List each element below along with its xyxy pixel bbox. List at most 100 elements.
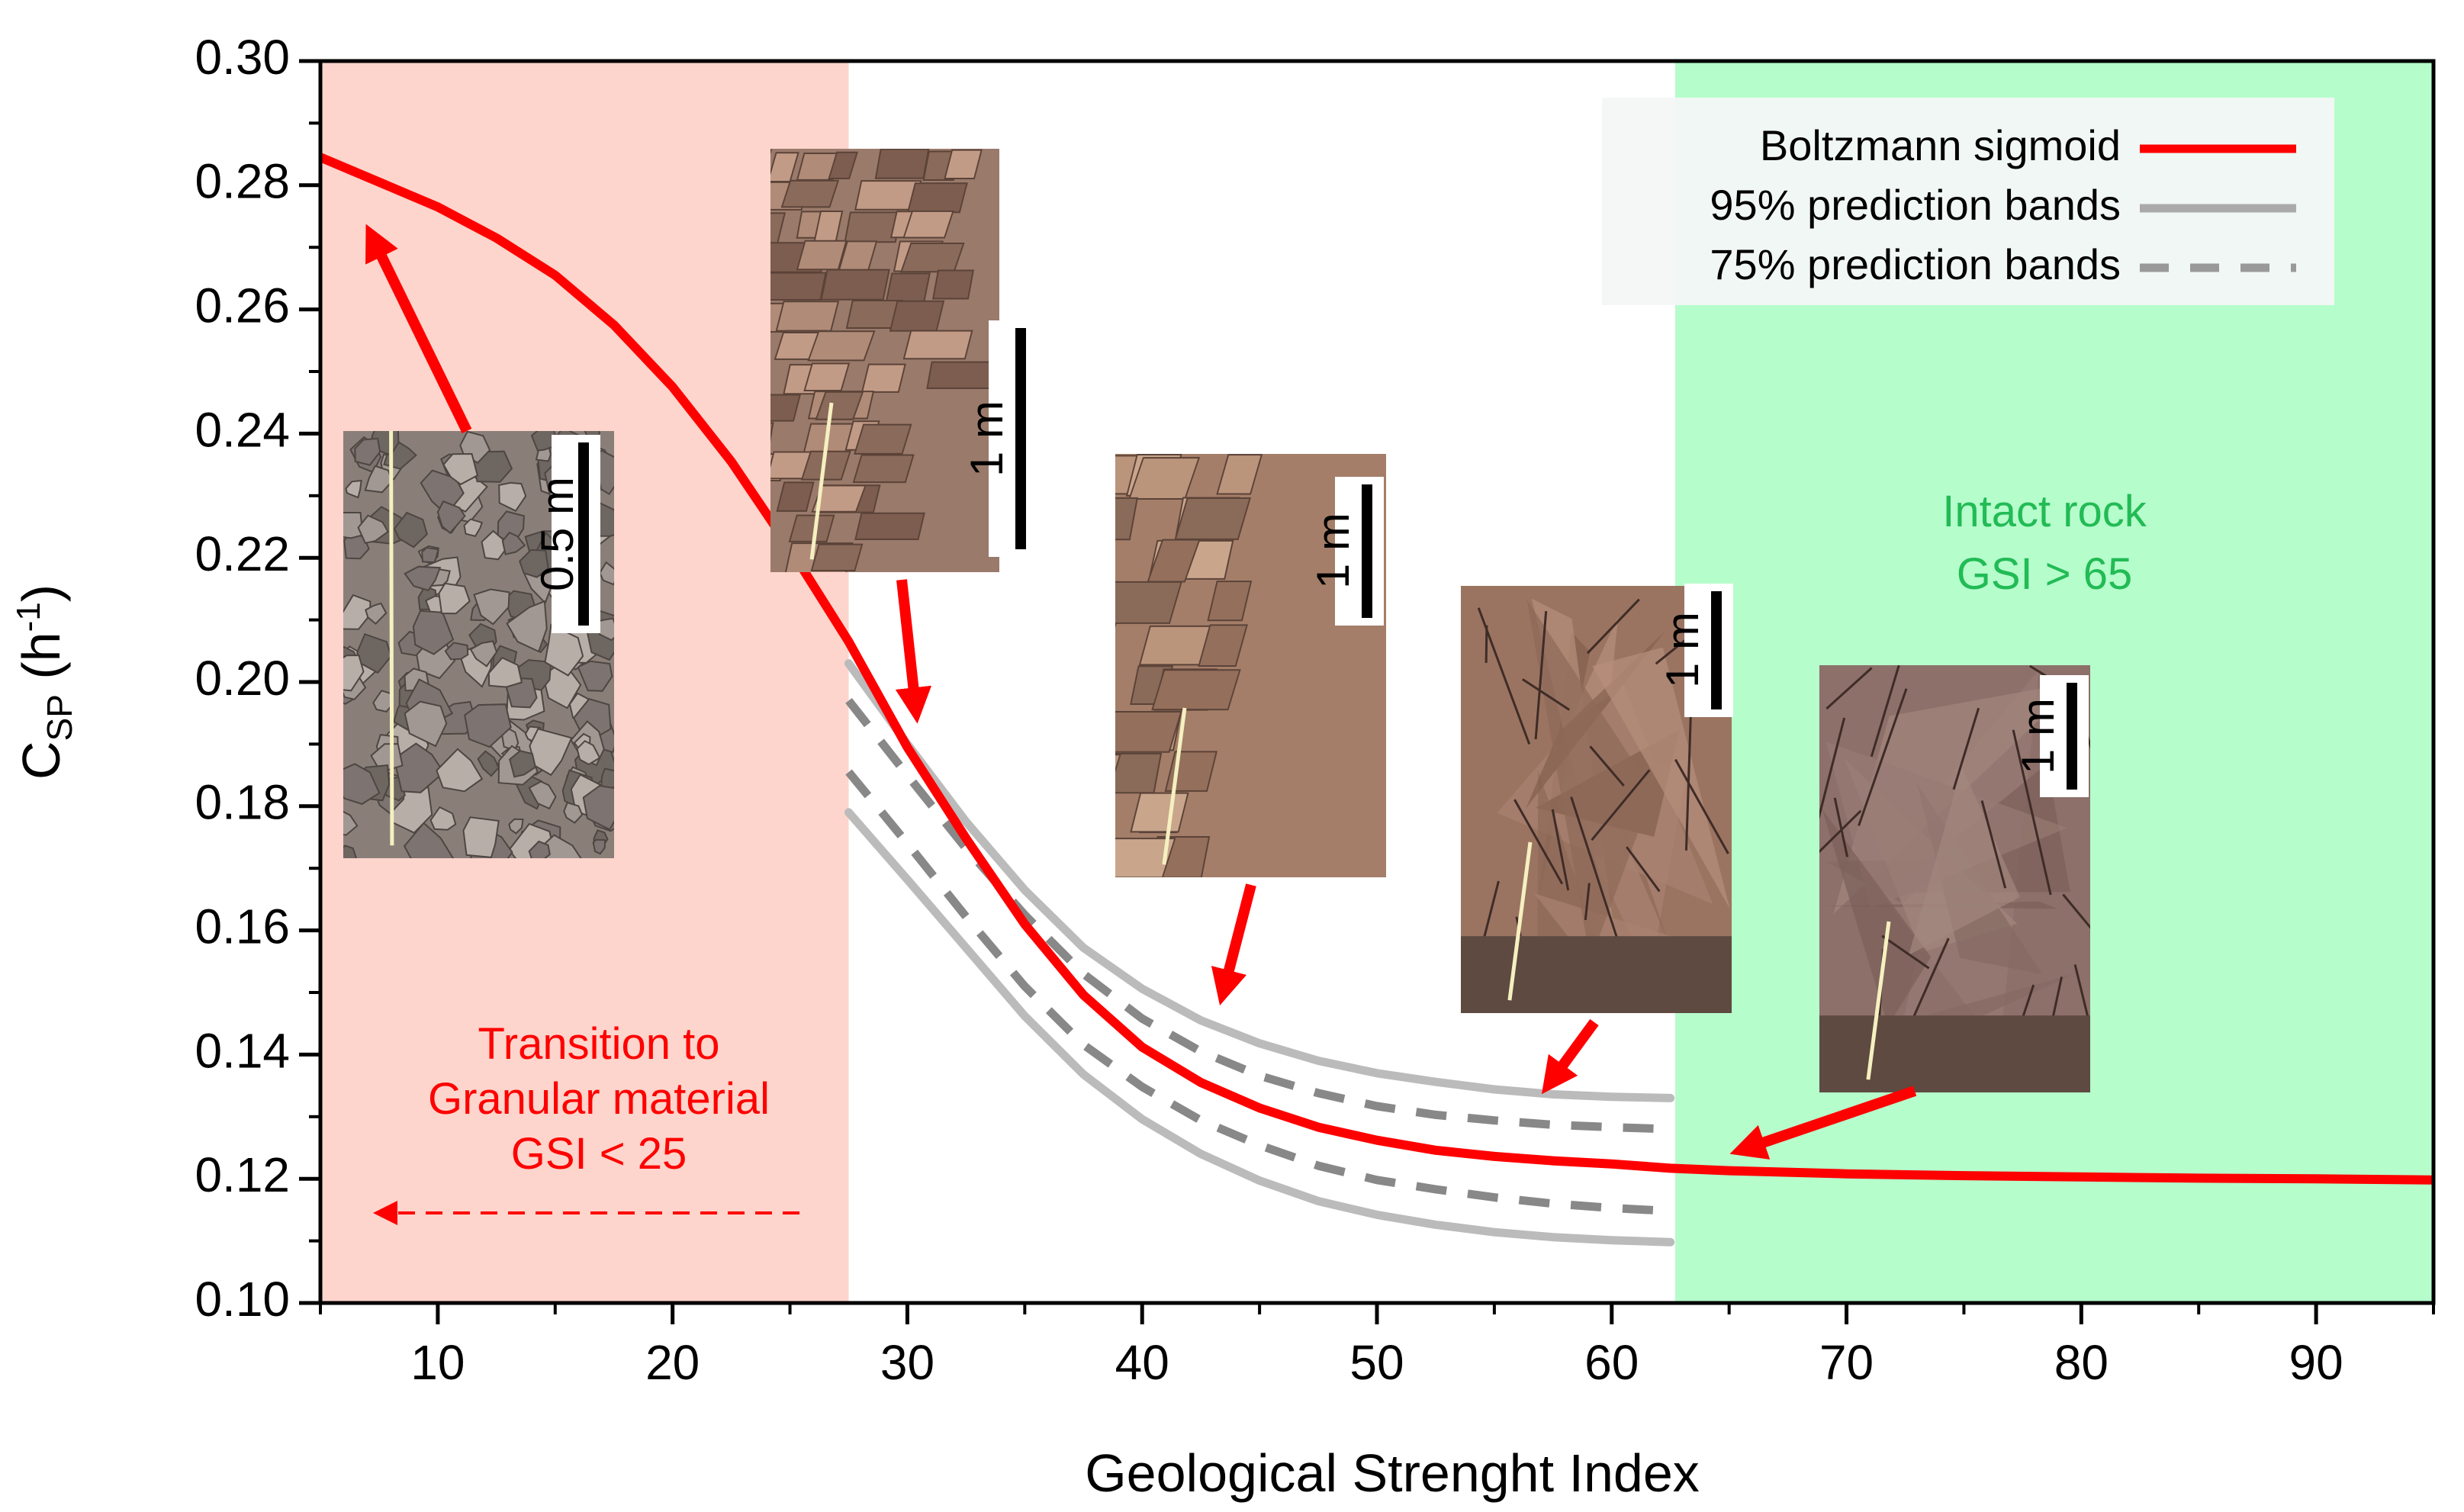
rock-joint xyxy=(2062,893,2090,929)
rock-fragment xyxy=(403,822,455,858)
arrows-layer xyxy=(365,224,1917,1160)
rock-block xyxy=(970,581,1061,622)
photo-fractured: 1 m xyxy=(918,454,1386,877)
rock-joint xyxy=(1522,678,1571,711)
x-tick-label: 60 xyxy=(1584,1335,1639,1390)
rock-joint xyxy=(1513,799,1564,885)
rock-joint xyxy=(1980,800,2007,889)
legend: Boltzmann sigmoid 95% prediction bands 75%… xyxy=(1602,98,2334,305)
rock-fragment xyxy=(481,529,509,561)
rock-joint xyxy=(1477,607,1531,745)
rock-joint xyxy=(1626,846,1661,893)
scale-label: 1 m xyxy=(961,401,1012,477)
rock-block xyxy=(1115,838,1176,877)
x-tick-label: 30 xyxy=(880,1335,934,1390)
rock-block xyxy=(1151,669,1241,711)
rock-joint xyxy=(1952,707,1980,790)
rock-block xyxy=(820,269,890,301)
rock-block xyxy=(1115,752,1163,794)
rock-fragment xyxy=(563,801,584,824)
y-tick-label: 0.14 xyxy=(195,1023,290,1078)
y-tick-label: 0.28 xyxy=(195,154,290,209)
rock-joint xyxy=(1909,938,1950,1025)
rock-block xyxy=(936,751,999,792)
scale-background xyxy=(1335,477,1384,626)
rock-joint xyxy=(1584,883,1591,921)
rock-fragment xyxy=(582,784,614,831)
legend-label: Boltzmann sigmoid xyxy=(1760,121,2121,169)
rock-block xyxy=(944,149,983,179)
rock-fragment xyxy=(364,465,394,494)
rock-block xyxy=(860,363,906,393)
rock-block xyxy=(926,361,997,390)
rock-block xyxy=(852,454,915,484)
rock-block xyxy=(944,754,991,793)
rock-fragment xyxy=(509,750,537,778)
y-axis-title-unit: (h xyxy=(11,632,71,694)
rock-block xyxy=(918,582,964,622)
rock-block xyxy=(788,514,835,542)
rock-block xyxy=(1198,624,1248,668)
rock-block xyxy=(811,484,867,513)
series-line-95-prediction-bands-lower xyxy=(844,808,1675,1247)
photo-jointed: 1 m xyxy=(1461,584,1733,1013)
rock-face xyxy=(1591,761,1670,945)
legend-label: 95% prediction bands xyxy=(1710,181,2121,229)
rock-block xyxy=(885,272,931,304)
rock-fragment xyxy=(464,703,512,748)
photo-blocky: 1 m xyxy=(770,149,1037,572)
series-line-boltzmann-sigmoid xyxy=(320,153,2433,1185)
rock-block xyxy=(776,481,815,512)
y-axis-title-sub: SP xyxy=(40,694,79,741)
axes-layer: 10 20 30 40 50 60 70 80 90 0.10 0.12 0.14 0.16 0.18 0.… xyxy=(10,30,2436,1503)
rock-fragment xyxy=(444,642,469,661)
y-axis-title-unit-sup: -1 xyxy=(10,602,47,632)
y-axis-title: CSP (h-1) xyxy=(10,584,79,780)
rock-fragment xyxy=(404,700,448,748)
rock-block xyxy=(1018,711,1067,749)
rock-fragment xyxy=(519,549,549,578)
rock-fragment xyxy=(354,437,381,466)
photo-intact: 1 m xyxy=(1819,665,2090,1092)
rock-joint xyxy=(1534,610,1548,740)
rock-block xyxy=(1041,668,1104,707)
rock-block xyxy=(1011,582,1079,623)
rock-fragment xyxy=(544,623,584,677)
rock-fragment xyxy=(529,728,573,777)
scale-background xyxy=(552,435,600,633)
rock-fragment xyxy=(498,481,527,512)
rock-joint xyxy=(1570,796,1620,944)
rock-face xyxy=(1833,681,2081,914)
rock-fragment xyxy=(365,602,388,626)
y-tick-label: 0.20 xyxy=(195,651,290,706)
x-tick-label: 50 xyxy=(1349,1335,1404,1390)
rock-block xyxy=(854,423,912,455)
series-line-75-prediction-bands-lower xyxy=(845,769,1671,1215)
series-line-95-prediction-bands-upper xyxy=(844,659,1675,1102)
rock-fragment xyxy=(343,810,359,836)
rock-joint xyxy=(1589,745,1625,787)
y-tick-label: 0.30 xyxy=(195,30,290,85)
rock-joint xyxy=(1674,758,1729,854)
rock-fragment xyxy=(343,763,381,806)
rock-face xyxy=(1592,647,1730,909)
y-tick-label: 0.24 xyxy=(195,402,290,457)
scale-background xyxy=(989,320,1037,557)
rock-fragment xyxy=(487,656,523,688)
y-tick-label: 0.10 xyxy=(195,1272,290,1327)
photo-texture xyxy=(918,454,1386,877)
rock-face xyxy=(1909,767,2020,955)
rock-fragment xyxy=(429,806,457,831)
rock-block xyxy=(932,269,975,300)
measuring-tape xyxy=(1162,707,1187,865)
rock-joint xyxy=(2012,729,2052,896)
series-layer xyxy=(320,153,2433,1247)
rock-block xyxy=(1128,457,1201,500)
rock-joint xyxy=(1870,665,1900,758)
scale-label: 1 m xyxy=(1308,513,1359,589)
pointer-arrow xyxy=(1211,883,1256,1006)
rock-fragment xyxy=(393,511,428,549)
rock-block xyxy=(971,669,1047,709)
measuring-tape xyxy=(1866,921,1891,1080)
